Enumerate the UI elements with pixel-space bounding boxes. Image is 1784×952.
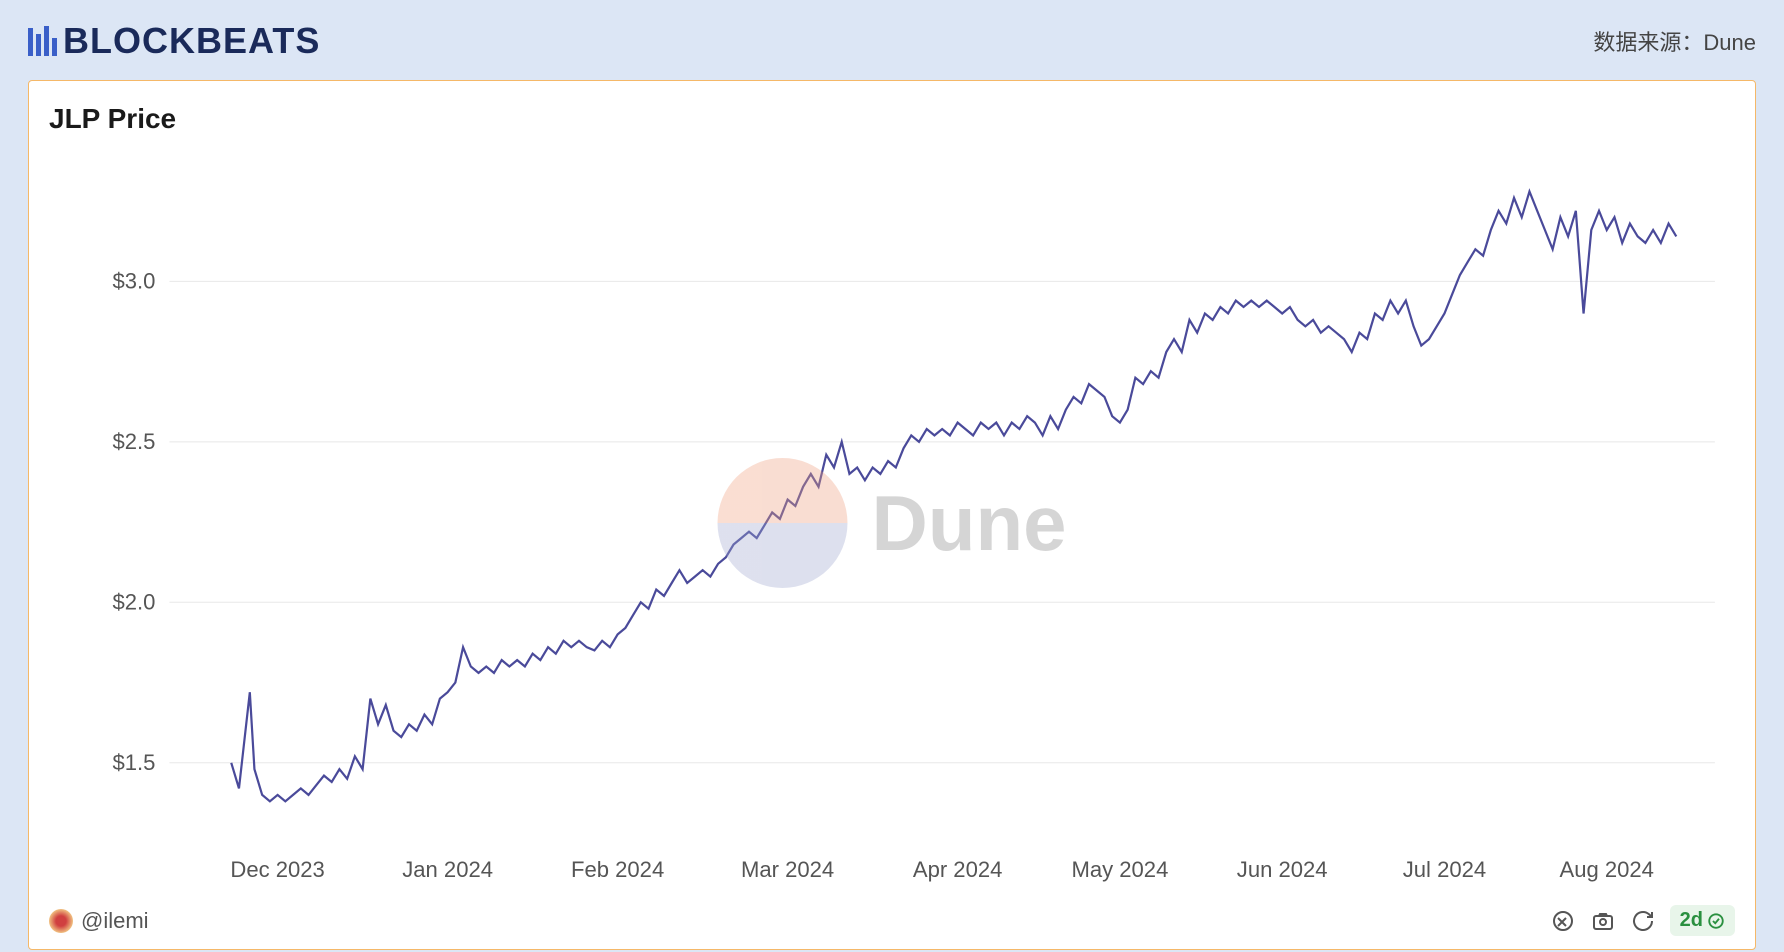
svg-text:Dec 2023: Dec 2023 xyxy=(230,857,324,882)
camera-icon[interactable] xyxy=(1590,908,1616,934)
svg-text:Apr 2024: Apr 2024 xyxy=(913,857,1003,882)
price-chart-svg: $1.5 $2.0 $2.5 $3.0 Dec 2023 Jan 2024 Feb 2024… xyxy=(49,143,1735,903)
svg-text:$1.5: $1.5 xyxy=(112,750,155,775)
svg-text:Feb 2024: Feb 2024 xyxy=(571,857,664,882)
svg-text:Jun 2024: Jun 2024 xyxy=(1237,857,1328,882)
chart-title: JLP Price xyxy=(49,103,1735,135)
author-handle: @ilemi xyxy=(81,908,149,934)
svg-text:Aug 2024: Aug 2024 xyxy=(1560,857,1654,882)
check-circle-icon xyxy=(1707,912,1725,930)
expand-icon[interactable] xyxy=(1550,908,1576,934)
footer-actions: 2d xyxy=(1550,905,1735,936)
svg-text:Jul 2024: Jul 2024 xyxy=(1403,857,1486,882)
chart-container: JLP Price Dune $1.5$2.0$2.5$3.0Dec 2023J… xyxy=(28,80,1756,950)
chart-area: Dune $1.5$2.0$2.5$3.0Dec 2023Jan 2024Feb… xyxy=(49,143,1735,903)
refresh-age-label: 2d xyxy=(1680,909,1703,932)
refresh-status-badge[interactable]: 2d xyxy=(1670,905,1735,936)
svg-text:Jan 2024: Jan 2024 xyxy=(402,857,493,882)
svg-text:$3.0: $3.0 xyxy=(112,268,155,293)
svg-text:$2.5: $2.5 xyxy=(112,429,155,454)
logo: BLOCKBEATS xyxy=(28,20,320,62)
chart-footer: @ilemi 2d xyxy=(49,905,1735,936)
svg-text:$2.0: $2.0 xyxy=(112,589,155,614)
logo-text: BLOCKBEATS xyxy=(63,20,320,62)
data-source-label: 数据来源：Dune xyxy=(1593,25,1756,57)
author-avatar-icon xyxy=(49,909,73,933)
logo-bars-icon xyxy=(28,26,57,56)
refresh-icon[interactable] xyxy=(1630,908,1656,934)
svg-text:May 2024: May 2024 xyxy=(1071,857,1168,882)
header: BLOCKBEATS 数据来源：Dune xyxy=(28,20,1756,62)
svg-text:Mar 2024: Mar 2024 xyxy=(741,857,834,882)
chart-author[interactable]: @ilemi xyxy=(49,908,149,934)
